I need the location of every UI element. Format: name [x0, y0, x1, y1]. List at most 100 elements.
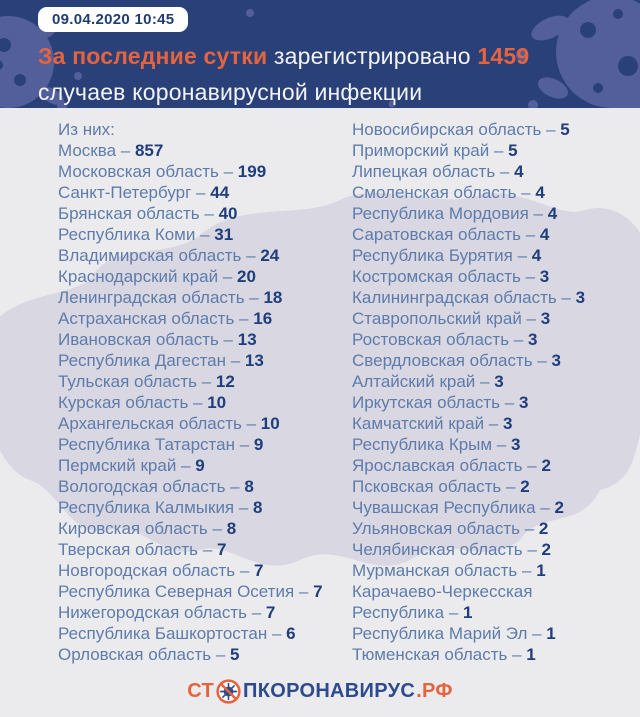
- list-item: Орловская область – 5: [58, 644, 352, 665]
- region-name: Ивановская область –: [58, 330, 238, 349]
- list-item: Республика Башкортостан – 6: [58, 623, 352, 644]
- list-item: Московская область – 199: [58, 161, 352, 182]
- region-value: 20: [237, 267, 256, 286]
- list-item: Мурманская область – 1: [352, 560, 604, 581]
- list-item: Москва – 857: [58, 140, 352, 161]
- virus-splat-left-holes: [0, 38, 26, 86]
- region-name: Пермский край –: [58, 456, 196, 475]
- region-value: 4: [514, 162, 524, 181]
- region-name: Ростовская область –: [352, 330, 528, 349]
- list-item: Республика Татарстан – 9: [58, 434, 352, 455]
- list-item: Республика Марий Эл – 1: [352, 623, 604, 644]
- list-item: Республика Дагестан – 13: [58, 350, 352, 371]
- no-virus-icon: [216, 679, 241, 704]
- list-item: Нижегородская область – 7: [58, 602, 352, 623]
- region-value: 7: [216, 540, 227, 559]
- logo-middle: ПКОРОНАВИРУС: [243, 680, 416, 702]
- content-area: Из них: Москва – 857 Московская область –…: [0, 108, 640, 717]
- region-name: Псковская область –: [352, 477, 521, 496]
- region-value: 31: [214, 225, 234, 244]
- region-name: Республика Мордовия –: [352, 204, 548, 223]
- region-name: Чувашская Республика –: [352, 498, 555, 517]
- list-item: Костромская область – 3: [352, 266, 604, 287]
- list-item: Иркутская область – 3: [352, 392, 604, 413]
- headline-number: 1459: [477, 43, 530, 69]
- region-value: 7: [254, 561, 264, 580]
- list-intro: Из них:: [58, 120, 115, 139]
- region-value: 24: [260, 246, 280, 265]
- list-item: Челябинская область – 2: [352, 539, 604, 560]
- list-item: Республика Бурятия – 4: [352, 245, 604, 266]
- region-value: 5: [560, 120, 570, 139]
- list-item: Ленинградская область – 18: [58, 287, 352, 308]
- russia-map-silhouette: [0, 192, 640, 566]
- list-item: Новгородская область – 7: [58, 560, 352, 581]
- virus-splat-right-holes: [580, 9, 638, 93]
- region-name: Ярославская область –: [352, 456, 542, 475]
- region-value: 2: [520, 477, 530, 496]
- region-value: 4: [539, 225, 550, 244]
- region-name: Республика Башкортостан –: [58, 624, 287, 643]
- region-name: Орловская область –: [58, 645, 231, 664]
- region-value: 5: [508, 141, 518, 160]
- region-name: Архангельская область –: [58, 414, 261, 433]
- region-value: 3: [518, 393, 529, 412]
- region-value: 8: [244, 477, 254, 496]
- region-name: Брянская область –: [58, 204, 219, 223]
- list-item: Чувашская Республика – 2: [352, 497, 604, 518]
- region-column-left: Из них: Москва – 857 Московская область –…: [58, 119, 352, 665]
- region-name: Краснодарский край –: [58, 267, 238, 286]
- list-item: Новосибирская область – 5: [352, 119, 604, 140]
- list-item: Тюменская область – 1: [352, 644, 604, 665]
- region-name: Владимирская область –: [58, 246, 261, 265]
- list-item: Карачаево-Черкесская Республика – 1: [352, 581, 604, 623]
- list-item: Тульская область – 12: [58, 371, 352, 392]
- region-name: Костромская область –: [352, 267, 540, 286]
- region-name: Иркутская область –: [352, 393, 519, 412]
- region-name: Республика Татарстан –: [58, 435, 254, 454]
- list-item: Республика Калмыкия – 8: [58, 497, 352, 518]
- region-value: 1: [546, 624, 556, 643]
- region-name: Приморский край –: [352, 141, 509, 160]
- list-item: Санкт-Петербург – 44: [58, 182, 352, 203]
- region-name: Калининградская область –: [352, 288, 576, 307]
- stopcoronavirus-logo: СТ: [0, 679, 640, 704]
- list-item: Республика Крым – 3: [352, 434, 604, 455]
- region-name: Алтайский край –: [352, 372, 495, 391]
- region-value: 40: [218, 204, 238, 223]
- region-value: 3: [502, 414, 513, 433]
- region-name: Астраханская область –: [58, 309, 254, 328]
- region-name: Мурманская область –: [352, 561, 537, 580]
- list-item: Республика Северная Осетия – 7: [58, 581, 352, 602]
- region-name: Республика Крым –: [352, 435, 511, 454]
- region-value: 5: [230, 645, 240, 664]
- region-value: 2: [541, 540, 551, 559]
- list-item: Ростовская область – 3: [352, 329, 604, 350]
- region-name: Республика Дагестан –: [58, 351, 245, 370]
- headline: За последние сутки зарегистрировано 1459…: [38, 38, 604, 108]
- region-value: 3: [540, 309, 551, 328]
- list-item: Ярославская область – 2: [352, 455, 604, 476]
- region-value: 16: [253, 309, 273, 328]
- region-name: Московская область –: [58, 162, 238, 181]
- region-value: 8: [253, 498, 263, 517]
- region-name: Нижегородская область –: [58, 603, 266, 622]
- logo-suffix: .РФ: [416, 680, 453, 702]
- region-name: Свердловская область –: [352, 351, 552, 370]
- list-item: Ивановская область – 13: [58, 329, 352, 350]
- headline-highlight: За последние сутки: [38, 43, 268, 69]
- region-name: Москва –: [58, 141, 135, 160]
- list-item: Свердловская область – 3: [352, 350, 604, 371]
- list-item: Алтайский край – 3: [352, 371, 604, 392]
- region-value: 3: [511, 435, 521, 454]
- region-value: 13: [244, 351, 264, 370]
- region-name: Республика Бурятия –: [352, 246, 532, 265]
- list-item: Камчатский край – 3: [352, 413, 604, 434]
- region-value: 4: [535, 183, 545, 202]
- region-value: 13: [237, 330, 257, 349]
- list-item: Смоленская область – 4: [352, 182, 604, 203]
- region-name: Карачаево-Черкесская Республика –: [352, 582, 533, 622]
- region-value: 1: [526, 645, 536, 664]
- list-item: Вологодская область – 8: [58, 476, 352, 497]
